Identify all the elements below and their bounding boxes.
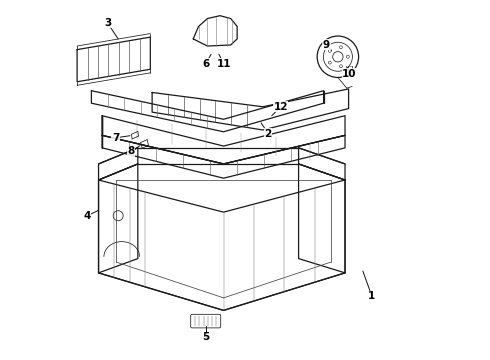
Text: 8: 8: [127, 147, 134, 157]
Text: 12: 12: [273, 102, 288, 112]
Text: 11: 11: [216, 59, 231, 69]
Text: 7: 7: [112, 133, 120, 143]
Text: 4: 4: [83, 211, 91, 221]
Text: 6: 6: [202, 59, 209, 69]
Text: 9: 9: [323, 40, 330, 50]
Text: 10: 10: [342, 68, 357, 78]
Text: 1: 1: [368, 291, 375, 301]
Text: 2: 2: [265, 129, 272, 139]
Text: 3: 3: [104, 18, 111, 28]
Text: 5: 5: [202, 332, 209, 342]
